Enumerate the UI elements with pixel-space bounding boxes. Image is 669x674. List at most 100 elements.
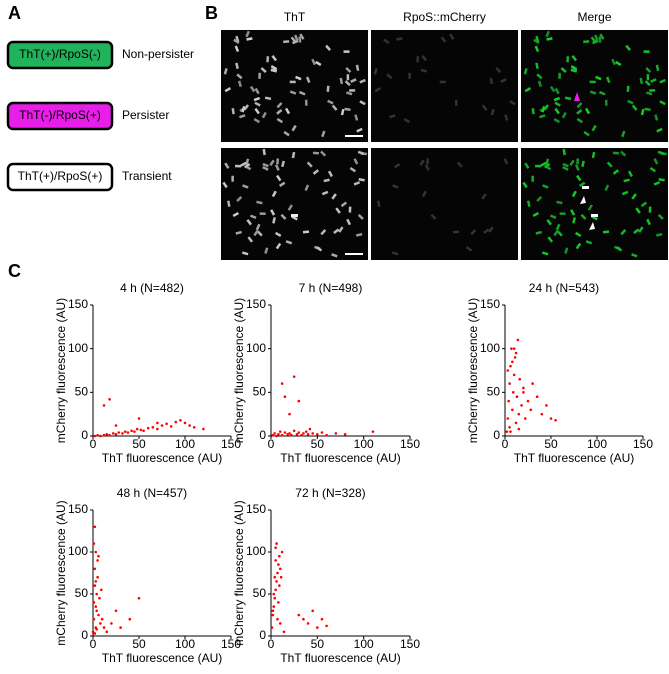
legend-label: Persister — [122, 108, 169, 122]
cell — [271, 190, 277, 198]
cell — [645, 67, 652, 74]
x-tick-label: 100 — [175, 637, 195, 651]
cell — [531, 108, 535, 115]
cell — [566, 56, 570, 63]
data-point — [93, 434, 97, 438]
cell — [356, 127, 363, 133]
data-point — [325, 624, 328, 628]
cell — [306, 161, 313, 168]
cell — [564, 247, 569, 254]
cell — [236, 73, 243, 80]
cell — [655, 64, 660, 72]
cell — [571, 190, 577, 198]
data-point — [94, 550, 98, 554]
cell — [264, 247, 269, 254]
cell — [326, 85, 330, 92]
data-point — [93, 584, 97, 587]
data-point — [102, 626, 106, 629]
cell — [546, 219, 552, 226]
cell — [253, 117, 261, 124]
data-point — [522, 391, 525, 394]
y-axis-label: mCherry fluorescence (AU) — [466, 298, 480, 443]
cell — [262, 148, 266, 156]
cell — [331, 104, 338, 111]
data-point — [93, 525, 97, 529]
cell — [305, 76, 311, 84]
x-axis-label: ThT fluorescence (AU) — [102, 651, 223, 665]
cell — [611, 58, 617, 66]
cell — [426, 158, 430, 165]
data-point — [146, 426, 150, 430]
data-point — [97, 613, 100, 617]
data-point — [99, 434, 102, 438]
cell — [321, 190, 329, 196]
cell — [304, 184, 310, 192]
cell — [224, 162, 230, 169]
cell — [648, 206, 652, 213]
cell — [594, 34, 599, 41]
y-tick-label: 150 — [68, 502, 88, 516]
data-point — [100, 617, 104, 621]
cell — [383, 38, 390, 45]
legend-box — [6, 40, 114, 70]
data-point — [142, 429, 145, 433]
cell — [571, 54, 578, 62]
cell — [270, 209, 276, 216]
data-point — [549, 417, 553, 420]
data-point — [114, 609, 118, 613]
cell — [358, 178, 365, 182]
data-point — [130, 429, 133, 433]
cell — [580, 213, 587, 220]
cell — [338, 226, 344, 233]
cell — [539, 114, 546, 119]
x-axis-label: ThT fluorescence (AU) — [280, 651, 401, 665]
y-axis-label: mCherry fluorescence (AU) — [232, 500, 246, 645]
cell — [234, 45, 240, 53]
cell — [536, 73, 543, 80]
y-tick-label: 0 — [81, 428, 88, 442]
cell — [327, 170, 333, 178]
cell — [290, 36, 297, 43]
cell — [270, 68, 277, 72]
data-point — [151, 425, 155, 429]
data-point — [202, 427, 205, 431]
data-point — [509, 364, 512, 368]
cell — [353, 181, 361, 186]
data-point — [102, 404, 106, 407]
cell — [591, 151, 596, 159]
data-point — [183, 421, 187, 425]
cell — [562, 148, 566, 156]
cell — [262, 162, 269, 168]
cell — [271, 54, 278, 62]
cell — [553, 229, 559, 237]
x-tick-label: 50 — [132, 637, 146, 651]
data-point — [277, 563, 280, 566]
cell — [585, 240, 593, 245]
cell — [579, 181, 586, 187]
data-point — [297, 613, 301, 617]
cell — [235, 35, 240, 43]
data-point — [135, 427, 139, 431]
cell — [643, 50, 650, 53]
cell — [359, 78, 366, 84]
cell — [576, 174, 582, 182]
data-point — [505, 430, 509, 433]
data-point — [316, 432, 319, 436]
chart-title: 7 h (N=498) — [299, 281, 363, 295]
cell — [246, 219, 252, 226]
cell — [420, 68, 428, 73]
cell — [570, 68, 577, 72]
cell — [349, 166, 357, 173]
cell — [503, 158, 509, 165]
y-tick-label: 100 — [246, 544, 266, 558]
legend-box-text: ThT(+)/RpoS(-) — [19, 47, 101, 61]
data-point — [273, 432, 277, 435]
data-point — [272, 592, 276, 596]
y-tick-label: 50 — [75, 385, 89, 399]
cell — [456, 161, 463, 168]
cell — [604, 184, 610, 192]
data-point — [320, 617, 324, 621]
data-point — [123, 430, 127, 433]
arrowhead — [574, 92, 580, 101]
